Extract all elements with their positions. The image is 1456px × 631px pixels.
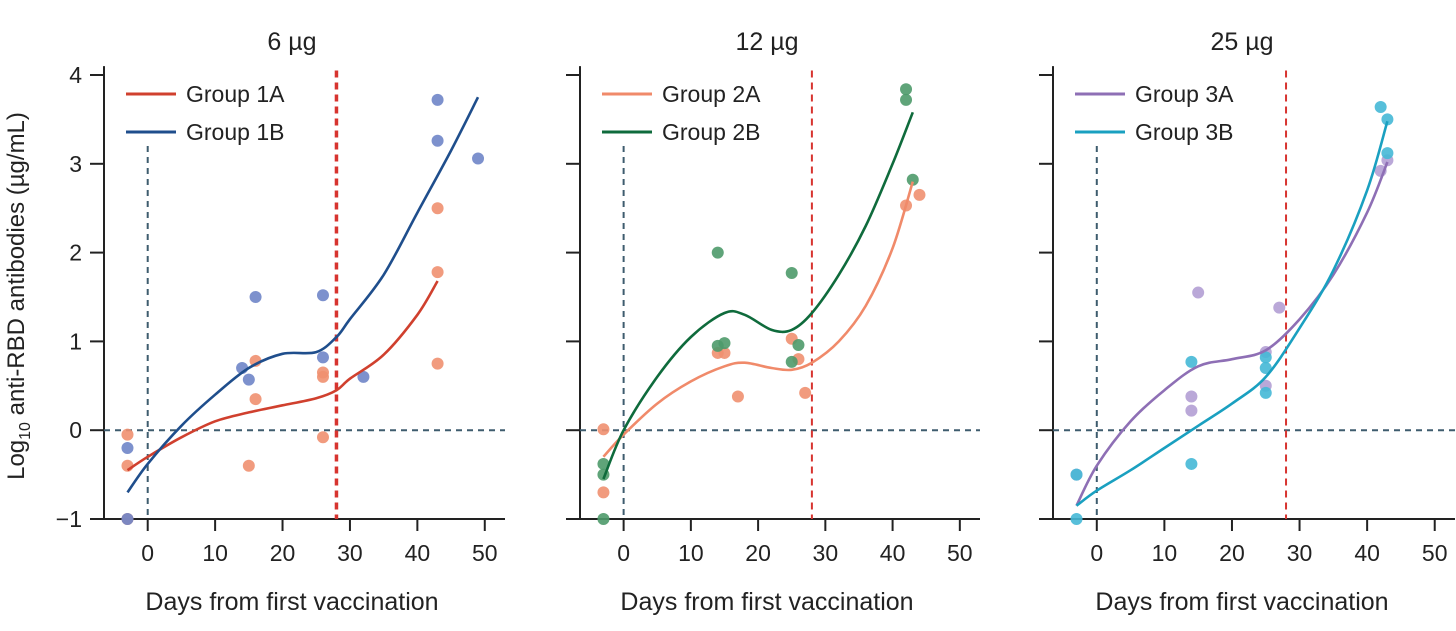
data-point (1273, 301, 1286, 314)
data-point (431, 134, 444, 147)
data-point (1185, 404, 1198, 417)
x-tick-label: 0 (141, 540, 154, 566)
data-point (316, 431, 329, 444)
legend: Group 3A Group 3B (1075, 81, 1234, 145)
data-point (249, 291, 262, 303)
data-point (597, 486, 610, 499)
x-tick-label: 30 (337, 540, 363, 566)
data-point (718, 337, 731, 350)
data-point (431, 202, 444, 215)
y-tick-label: 1 (69, 328, 82, 354)
data-point (731, 390, 744, 403)
x-tick-label: 50 (472, 540, 498, 566)
data-point (1381, 113, 1394, 126)
data-point (597, 457, 610, 470)
x-tick-label: 0 (1090, 540, 1103, 566)
data-point (1259, 351, 1272, 364)
legend-label-group-3b: Group 3B (1135, 119, 1233, 145)
fit-curve-group-2a (602, 181, 915, 458)
data-point (792, 338, 805, 351)
data-point (900, 83, 913, 96)
panel-25ug: 0 10 20 30 40 50 25 µg Days from first vaccin… (1039, 28, 1455, 616)
data-point (785, 267, 798, 280)
y-tick-label: 2 (69, 240, 82, 266)
legend-label-group-1b: Group 1B (186, 119, 284, 145)
data-point (913, 188, 926, 201)
legend: Group 2A Group 2B (602, 81, 761, 145)
data-point (597, 513, 610, 525)
x-tick-label: 10 (678, 540, 704, 566)
data-point (357, 370, 370, 383)
data-point (1070, 513, 1083, 525)
x-tick-label: 50 (947, 540, 973, 566)
x-axis-label: Days from first vaccination (620, 588, 913, 616)
data-point (242, 459, 255, 472)
data-point (597, 423, 610, 436)
x-tick-label: 10 (1152, 540, 1178, 566)
y-axis-label: Log10 anti-RBD antibodies (µg/mL) (3, 112, 34, 480)
x-tick-label: 10 (202, 540, 228, 566)
data-point (249, 393, 262, 406)
data-point (316, 289, 329, 302)
fit-curve-group-2b (602, 111, 915, 480)
data-point (785, 355, 798, 368)
fit-curve-group-1b (126, 96, 480, 494)
x-tick-label: 0 (617, 540, 630, 566)
panel-12ug: 0 10 20 30 40 50 12 µg Days from first vaccin… (566, 28, 980, 616)
x-tick-label: 40 (1354, 540, 1380, 566)
data-point (431, 266, 444, 279)
data-point (121, 513, 134, 525)
data-point (1374, 100, 1387, 113)
x-axis-label: Days from first vaccination (145, 588, 438, 616)
data-point (1192, 286, 1205, 299)
data-point (906, 173, 919, 186)
data-point (316, 351, 329, 364)
data-point (1259, 386, 1272, 399)
y-tick-label: 0 (69, 417, 82, 443)
y-tick-label: 3 (69, 151, 82, 177)
x-tick-label: 20 (270, 540, 296, 566)
panel-title: 6 µg (267, 28, 316, 56)
panel-title: 25 µg (1210, 28, 1273, 56)
data-point (1185, 390, 1198, 403)
x-tick-label: 20 (1219, 540, 1245, 566)
data-point (431, 357, 444, 370)
legend-label-group-1a: Group 1A (186, 81, 285, 107)
legend-label-group-2b: Group 2B (662, 119, 760, 145)
data-point (1185, 457, 1198, 470)
data-point (799, 386, 812, 399)
panel-title: 12 µg (735, 28, 798, 56)
data-point (1070, 468, 1083, 481)
x-tick-label: 40 (880, 540, 906, 566)
x-tick-label: 40 (405, 540, 431, 566)
legend: Group 1A Group 1B (126, 81, 285, 145)
data-point (1381, 147, 1394, 160)
x-tick-label: 30 (813, 540, 839, 566)
data-point (121, 441, 134, 454)
x-tick-label: 50 (1422, 540, 1448, 566)
x-tick-label: 30 (1287, 540, 1313, 566)
data-point (1259, 362, 1272, 375)
fit-curve-group-3a (1075, 161, 1389, 507)
data-point (431, 93, 444, 106)
y-tick-label: −1 (56, 506, 82, 532)
data-point (242, 373, 255, 386)
data-point (121, 428, 134, 441)
x-tick-label: 20 (745, 540, 771, 566)
legend-label-group-3a: Group 3A (1135, 81, 1234, 107)
legend-label-group-2a: Group 2A (662, 81, 761, 107)
data-point (316, 370, 329, 383)
data-point (472, 152, 485, 165)
x-axis-label: Days from first vaccination (1095, 588, 1388, 616)
data-point (711, 246, 724, 259)
fit-curve-group-1a (126, 280, 439, 472)
fit-curve-group-3b (1075, 120, 1389, 507)
data-point (1185, 355, 1198, 368)
y-tick-label: 4 (69, 62, 82, 88)
data-point (900, 93, 913, 106)
